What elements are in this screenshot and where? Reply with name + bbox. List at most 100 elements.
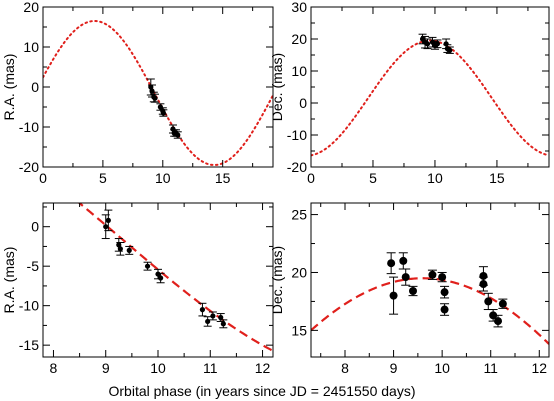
x-tick-label: 10 — [150, 360, 166, 376]
point-marker — [440, 305, 449, 314]
data-point — [208, 311, 217, 321]
panel-top-right-dec: Dec. (mas) 0 5 10 15 -20 -10 0 10 20 30 — [269, 0, 550, 186]
x-tick-label: 0 — [39, 170, 47, 186]
figure-x-axis-label: Orbital phase (in years since JD = 24515… — [109, 383, 416, 399]
y-tick-label: -20 — [19, 159, 39, 175]
point-marker — [117, 246, 123, 252]
x-tick-label: 11 — [203, 360, 218, 376]
point-marker — [218, 314, 224, 321]
x-tick-label: 9 — [390, 360, 398, 376]
data-point — [398, 252, 408, 270]
data-point — [493, 314, 503, 328]
data-point — [423, 38, 432, 50]
data-point — [101, 214, 110, 240]
point-marker — [199, 307, 206, 313]
point-marker — [443, 41, 449, 47]
data-point — [401, 268, 411, 286]
model-curve — [311, 277, 549, 345]
x-tick-label: 12 — [531, 360, 547, 376]
point-marker — [498, 299, 507, 308]
x-tick-label: 11 — [483, 360, 498, 376]
y-tick-label: 0 — [31, 79, 39, 95]
point-marker — [438, 273, 447, 282]
data-point — [151, 93, 160, 103]
data-point — [408, 285, 418, 297]
point-marker — [144, 263, 151, 269]
x-tick-label: 8 — [50, 360, 58, 376]
point-marker — [103, 224, 109, 230]
point-marker — [440, 288, 449, 297]
x-tick-label: 10 — [434, 360, 450, 376]
y-axis-label: R.A. (mas) — [1, 54, 17, 121]
point-marker — [479, 280, 488, 289]
y-tick-label: 10 — [291, 63, 307, 79]
plot-frame — [42, 6, 274, 168]
y-axis-label: R.A. (mas) — [1, 247, 17, 314]
y-tick-label: 30 — [291, 0, 307, 15]
data-point — [203, 316, 212, 327]
point-marker — [484, 297, 493, 306]
y-tick-label: -10 — [19, 119, 39, 135]
plot-frame — [310, 6, 550, 168]
model-curve — [43, 19, 273, 167]
point-marker — [399, 256, 408, 265]
point-marker — [434, 41, 441, 47]
data-point — [433, 39, 442, 49]
point-marker — [401, 273, 410, 282]
data-point — [478, 276, 488, 292]
data-point — [386, 252, 396, 275]
data-point — [498, 298, 508, 309]
panel-bottom-right-dec: Dec. (mas) 8 9 10 11 12 15 20 25 — [269, 202, 550, 376]
y-tick-label: 20 — [291, 31, 307, 47]
y-tick-label: 0 — [299, 95, 307, 111]
point-marker — [424, 41, 431, 47]
data-point — [440, 303, 450, 316]
y-tick-label: -5 — [27, 258, 40, 274]
point-marker — [409, 287, 417, 295]
y-tick-label: -15 — [19, 337, 39, 353]
point-marker — [387, 259, 396, 268]
y-tick-label: 0 — [31, 219, 39, 235]
data-point — [427, 269, 437, 280]
data-point — [440, 285, 450, 299]
y-tick-label: 15 — [291, 322, 307, 338]
y-tick-label: 10 — [23, 39, 39, 55]
data-point — [389, 276, 399, 315]
point-marker — [479, 271, 488, 280]
data-point — [116, 241, 125, 256]
panel-bottom-left-ra: R.A. (mas) 8 9 10 11 12 -15 -10 -5 0 — [1, 202, 274, 376]
data-point — [173, 131, 182, 139]
point-marker — [158, 275, 164, 281]
point-marker — [155, 271, 161, 277]
data-point — [104, 209, 113, 232]
data-point — [159, 109, 168, 117]
x-tick-label: 10 — [427, 170, 443, 186]
point-marker — [428, 270, 437, 279]
x-tick-label: 15 — [215, 170, 231, 186]
data-point — [156, 272, 165, 284]
y-tick-label: -10 — [19, 298, 39, 314]
x-tick-label: 8 — [341, 360, 349, 376]
x-tick-label: 5 — [369, 170, 377, 186]
point-marker — [494, 317, 502, 326]
y-axis-label: Dec. (mas) — [269, 53, 285, 121]
point-marker — [210, 313, 216, 319]
plot-frame — [310, 202, 550, 358]
y-tick-label: -20 — [287, 159, 307, 175]
data-point — [219, 319, 228, 329]
point-marker — [152, 95, 158, 101]
y-tick-label: 25 — [291, 207, 307, 223]
x-tick-label: 15 — [489, 170, 505, 186]
x-tick-label: 5 — [99, 170, 107, 186]
data-point — [125, 245, 134, 255]
point-marker — [489, 311, 498, 320]
point-marker — [220, 321, 226, 327]
data-point — [143, 261, 152, 271]
data-point — [445, 46, 454, 54]
point-marker — [126, 247, 132, 253]
model-curve — [311, 39, 549, 157]
y-tick-label: -10 — [287, 127, 307, 143]
point-marker — [389, 291, 398, 300]
panel-top-left-ra: R.A. (mas) 0 5 10 15 -20 -10 0 10 20 — [1, 0, 274, 186]
